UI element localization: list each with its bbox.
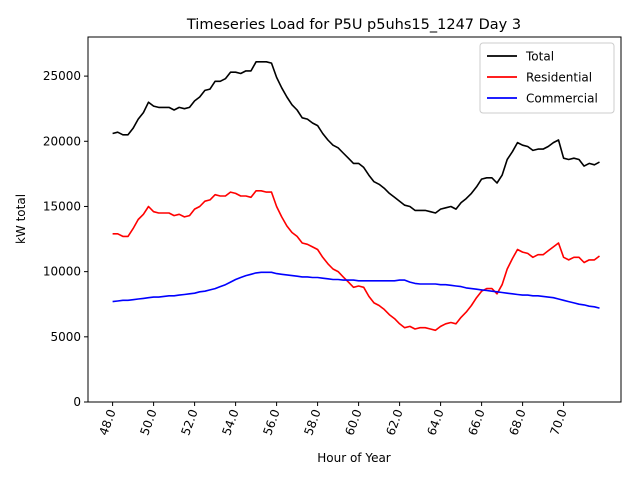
legend-label-total: Total xyxy=(525,50,554,64)
y-tick-label: 10000 xyxy=(43,265,81,279)
y-axis: 0 5000 10000 15000 20000 25000 xyxy=(43,69,88,409)
y-tick-label: 15000 xyxy=(43,199,81,213)
legend-label-residential: Residential xyxy=(526,71,592,85)
plot-frame xyxy=(87,36,622,403)
y-tick-label: 25000 xyxy=(43,69,81,83)
series-group xyxy=(112,60,600,332)
series-line-total xyxy=(112,60,600,214)
legend-label-commercial: Commercial xyxy=(526,92,598,106)
series-line-commercial xyxy=(112,271,600,309)
y-tick-label: 0 xyxy=(73,395,81,409)
y-tick-label: 20000 xyxy=(43,134,81,148)
legend-box xyxy=(479,42,615,114)
x-axis-label: Hour of Year xyxy=(317,451,391,465)
chart-title: Timeseries Load for P5U p5uhs15_1247 Day… xyxy=(186,17,521,33)
y-tick-label: 5000 xyxy=(50,330,81,344)
y-axis-label: kW total xyxy=(14,194,28,244)
series-line-residential xyxy=(112,190,600,332)
legend: Total Residential Commercial xyxy=(479,42,615,114)
